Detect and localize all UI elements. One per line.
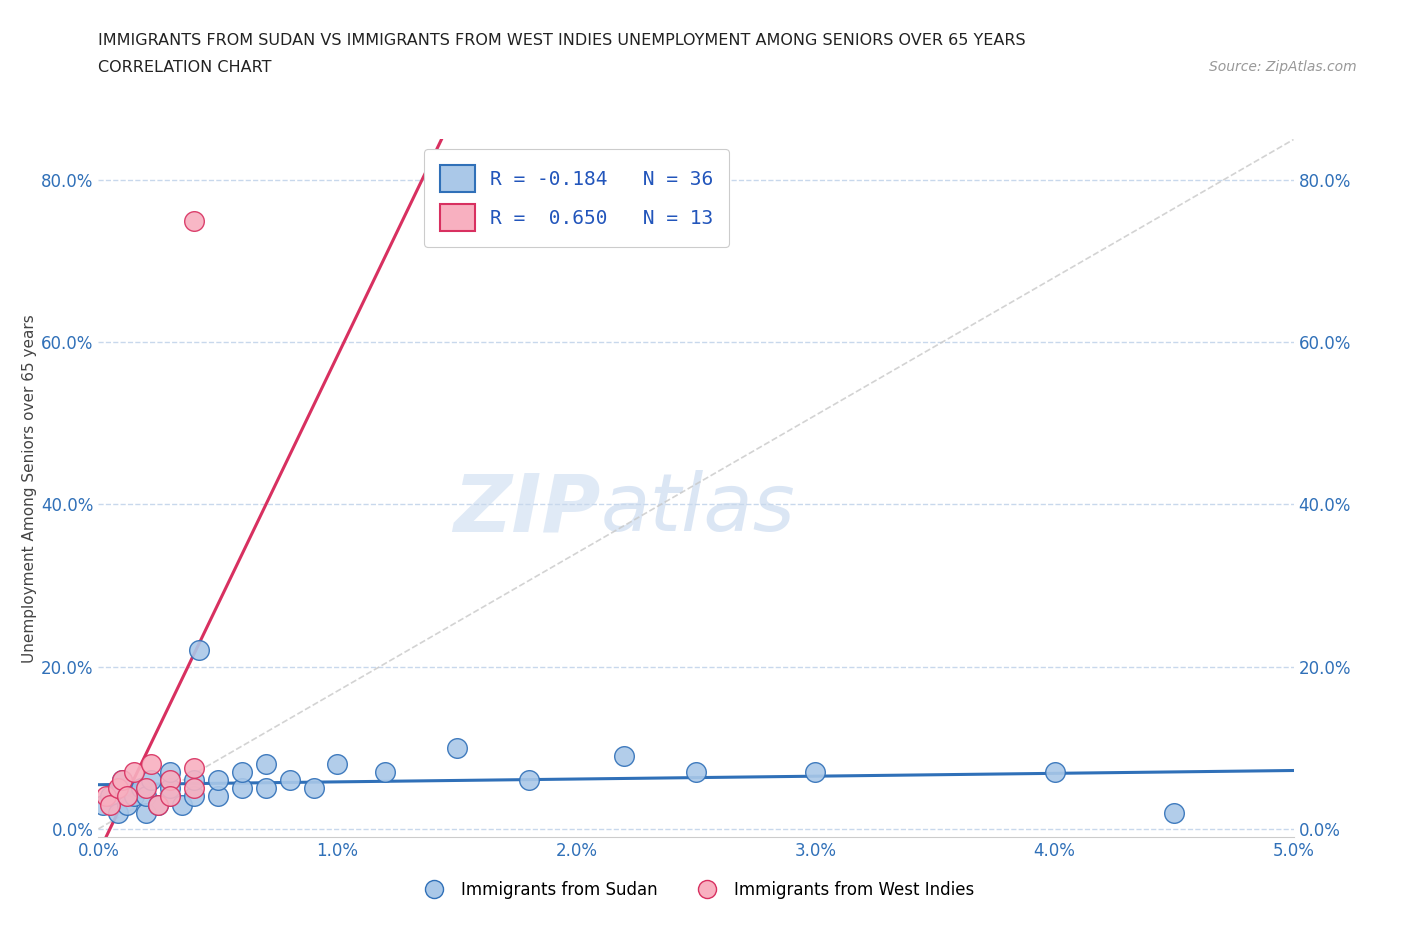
- Point: [302, 781, 325, 796]
- Point: [326, 757, 349, 772]
- Legend: Immigrants from Sudan, Immigrants from West Indies: Immigrants from Sudan, Immigrants from W…: [411, 874, 981, 906]
- Point: [107, 781, 129, 796]
- Point: [124, 764, 146, 779]
- Point: [148, 797, 170, 812]
- Point: [172, 797, 194, 812]
- Point: [183, 781, 205, 796]
- Point: [254, 757, 277, 772]
- Point: [804, 764, 827, 779]
- Point: [94, 789, 117, 804]
- Point: [183, 773, 205, 788]
- Point: [159, 773, 181, 788]
- Point: [254, 781, 277, 796]
- Point: [115, 789, 138, 804]
- Point: [111, 773, 134, 788]
- Point: [135, 805, 157, 820]
- Text: CORRELATION CHART: CORRELATION CHART: [98, 60, 271, 75]
- Point: [278, 773, 301, 788]
- Point: [374, 764, 396, 779]
- Point: [231, 764, 253, 779]
- Point: [135, 781, 157, 796]
- Point: [131, 781, 153, 796]
- Point: [100, 789, 122, 804]
- Point: [187, 643, 209, 658]
- Point: [91, 797, 114, 812]
- Point: [107, 805, 129, 820]
- Point: [159, 789, 181, 804]
- Point: [115, 797, 138, 812]
- Point: [613, 749, 636, 764]
- Text: ZIP: ZIP: [453, 471, 600, 548]
- Point: [231, 781, 253, 796]
- Point: [685, 764, 707, 779]
- Point: [517, 773, 540, 788]
- Point: [135, 789, 157, 804]
- Point: [183, 789, 205, 804]
- Point: [111, 781, 134, 796]
- Text: Source: ZipAtlas.com: Source: ZipAtlas.com: [1209, 60, 1357, 74]
- Point: [1163, 805, 1185, 820]
- Point: [111, 773, 134, 788]
- Point: [446, 740, 468, 755]
- Text: IMMIGRANTS FROM SUDAN VS IMMIGRANTS FROM WEST INDIES UNEMPLOYMENT AMONG SENIORS : IMMIGRANTS FROM SUDAN VS IMMIGRANTS FROM…: [98, 33, 1026, 47]
- Point: [207, 773, 229, 788]
- Point: [139, 773, 162, 788]
- Point: [1043, 764, 1066, 779]
- Point: [159, 789, 181, 804]
- Point: [207, 789, 229, 804]
- Point: [183, 213, 205, 228]
- Point: [159, 764, 181, 779]
- Y-axis label: Unemployment Among Seniors over 65 years: Unemployment Among Seniors over 65 years: [22, 314, 38, 662]
- Point: [139, 757, 162, 772]
- Point: [148, 797, 170, 812]
- Point: [183, 761, 205, 776]
- Point: [159, 781, 181, 796]
- Point: [100, 797, 122, 812]
- Point: [124, 789, 146, 804]
- Text: atlas: atlas: [600, 471, 796, 548]
